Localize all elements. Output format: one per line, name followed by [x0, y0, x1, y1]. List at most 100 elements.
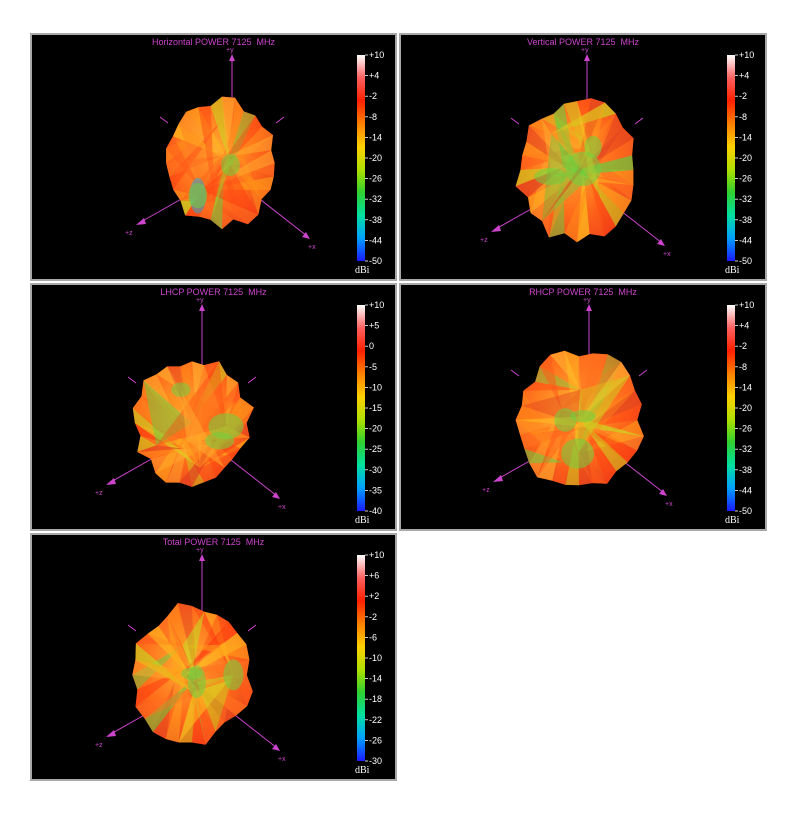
surface-facet	[564, 178, 590, 243]
surface-facet	[570, 410, 596, 423]
axis-stub	[247, 376, 257, 384]
x-axis-arrow	[272, 744, 280, 751]
colorbar-unit: dBi	[355, 765, 370, 776]
surface-facet	[167, 616, 197, 682]
surface-facet	[534, 168, 568, 185]
axis-stub	[127, 376, 137, 384]
surface-facet	[192, 606, 234, 675]
colorbar-tick-label: -44	[739, 235, 752, 245]
surface-facet	[589, 178, 624, 227]
surface-facet	[565, 151, 602, 187]
surface-facet	[520, 427, 585, 449]
y-axis-label: +y	[226, 47, 234, 54]
vertical-power-panel: Vertical POWER 7125 MHz +y +x +z +10 +4 -2 -8 -…	[399, 33, 767, 281]
total-power-panel: Total POWER 7125 MHz +y +x +z +10 +6 +2 -2 -6 -1…	[30, 533, 397, 781]
surface-facet	[169, 119, 223, 190]
colorbar-tick-label: -20	[739, 403, 752, 413]
colorbar-tick-label: -26	[739, 424, 752, 434]
colorbar-tick-label: -44	[369, 235, 382, 245]
colorbar-tick-label: -44	[739, 485, 752, 495]
colorbar-gradient	[727, 305, 735, 511]
surface-facet	[135, 659, 194, 692]
surface-facet	[143, 380, 192, 446]
colorbar-tick-label: -8	[739, 362, 747, 372]
surface-facet	[580, 362, 622, 417]
colorbar-tick-label: -38	[739, 465, 752, 475]
colorbar-unit: dBi	[725, 265, 740, 276]
surface-facet	[577, 390, 635, 454]
surface-facet	[188, 183, 208, 209]
colorbar-unit: dBi	[355, 515, 370, 526]
surface-facet	[186, 107, 227, 157]
colorbar-tick-label: -50	[739, 506, 752, 516]
surface-facet	[585, 390, 642, 428]
colorbar-tick-label: +4	[369, 71, 379, 81]
colorbar-tick-label: -50	[739, 256, 752, 266]
pattern-surface	[515, 98, 634, 243]
surface-facet	[167, 616, 185, 683]
z-axis-arrow	[106, 478, 116, 485]
surface-facet	[551, 102, 616, 134]
y-axis-arrow	[584, 54, 590, 61]
surface-facet	[182, 644, 250, 660]
colorbar-tick-label: +10	[369, 550, 384, 560]
panel-title: LHCP POWER 7125 MHz	[160, 287, 267, 297]
surface-facet	[171, 382, 191, 397]
surface-facet	[585, 404, 642, 428]
surface-facet	[524, 448, 564, 464]
x-axis-arrow	[272, 492, 280, 499]
colorbar-tick-label: -25	[369, 444, 382, 454]
surface-facet	[166, 155, 221, 177]
axis-stub	[127, 624, 137, 632]
colorbar-tick-label: -2	[369, 612, 377, 622]
surface-facet	[201, 165, 259, 215]
colorbar-tick-label: -18	[369, 694, 382, 704]
surface-facet	[521, 390, 564, 463]
horizontal-power-panel: Horizontal POWER 7125 MHz +y +x +z +10 +4 -2 -…	[30, 33, 397, 281]
colorbar-tick-label: +10	[369, 50, 384, 60]
colorbar-tick-label: -26	[369, 174, 382, 184]
colorbar-tick-label: 0	[369, 341, 374, 351]
axis-stub	[634, 117, 644, 125]
panel-title: RHCP POWER 7125 MHz	[529, 287, 637, 297]
surface-facet	[156, 366, 181, 390]
surface-facet	[137, 448, 184, 459]
y-axis-label: +y	[583, 297, 591, 304]
colorbar-tick-label: -8	[369, 112, 377, 122]
y-axis-arrow	[586, 304, 592, 311]
colorbar-tick-label: -20	[369, 153, 382, 163]
surface-facet	[132, 408, 200, 468]
surface-facet	[222, 96, 236, 157]
surface-facet	[137, 445, 184, 452]
surface-facet	[579, 362, 630, 419]
colorbar-gradient	[357, 305, 365, 511]
y-axis-label: +y	[196, 297, 204, 304]
colorbar-tick-label: -32	[739, 444, 752, 454]
colorbar-tick-label: +10	[739, 300, 754, 310]
surface-facet	[205, 432, 235, 450]
x-axis-arrow	[657, 239, 665, 246]
surface-facet	[165, 670, 185, 743]
surface-facet	[577, 420, 644, 454]
y-axis-label: +y	[196, 547, 204, 554]
z-axis-label: +z	[125, 230, 133, 237]
z-axis-label: +z	[95, 490, 103, 497]
surface-facet	[173, 123, 221, 156]
z-axis-arrow	[491, 225, 501, 232]
colorbar-tick-label: -14	[369, 132, 382, 142]
colorbar-unit: dBi	[725, 515, 740, 526]
pattern-surface	[166, 96, 275, 230]
colorbar-tick-label: -22	[369, 715, 382, 725]
colorbar-gradient	[357, 555, 365, 761]
surface-facet	[577, 424, 638, 463]
colorbar-tick-label: -8	[739, 112, 747, 122]
surface-facet	[223, 659, 244, 691]
z-axis-label: +z	[482, 487, 490, 494]
colorbar-tick-label: -6	[369, 632, 377, 642]
colorbar-tick-label: -14	[369, 674, 382, 684]
colorbar-tick-label: +10	[739, 50, 754, 60]
surface-facet	[178, 111, 227, 157]
